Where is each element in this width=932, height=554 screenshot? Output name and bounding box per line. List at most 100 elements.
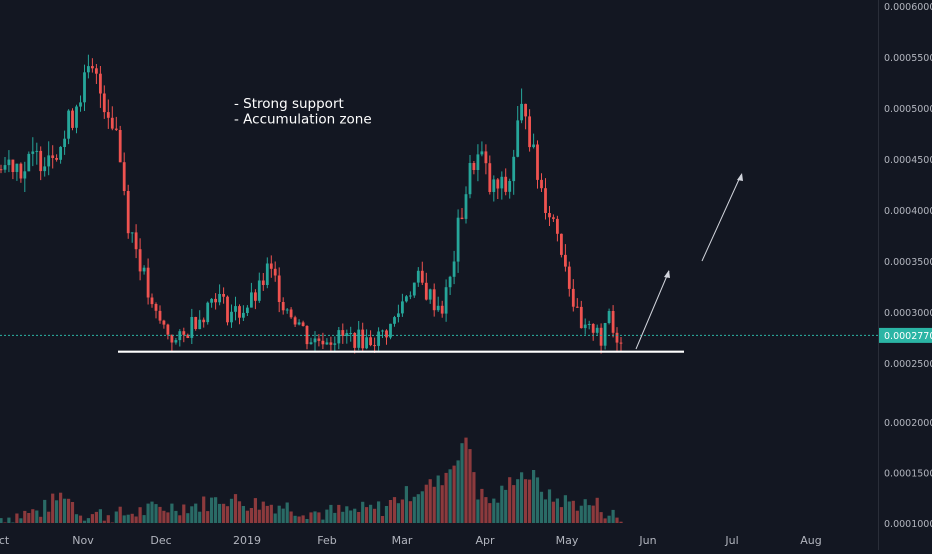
volume-bar xyxy=(539,491,544,523)
candle xyxy=(59,146,62,164)
volume-bar xyxy=(377,501,381,523)
x-tick-label: 2019 xyxy=(233,534,261,547)
volume-bar xyxy=(0,518,3,523)
candle xyxy=(353,332,357,354)
price-axis[interactable]: 0.0006000 0.0005500 0.0005000 0.0004500 0.00… xyxy=(884,2,932,530)
candle xyxy=(71,108,74,131)
volume-bar xyxy=(563,495,567,523)
candle xyxy=(261,273,265,291)
candle xyxy=(416,267,420,287)
candle xyxy=(47,141,51,176)
volume-bar xyxy=(412,496,416,523)
volume-bar xyxy=(47,511,51,523)
candle xyxy=(397,304,400,323)
volume-bar xyxy=(448,469,452,523)
candle xyxy=(170,334,174,352)
volume-bar xyxy=(229,498,234,523)
candle xyxy=(564,244,567,272)
volume-bar xyxy=(595,497,599,523)
x-tick-label: Nov xyxy=(72,534,94,547)
candle xyxy=(440,300,444,318)
volume-bar xyxy=(508,477,512,523)
candle xyxy=(0,164,3,174)
volume-bar xyxy=(591,505,595,523)
candle xyxy=(409,291,412,300)
volume-bar xyxy=(261,501,265,523)
volume-bar xyxy=(249,508,253,523)
volume-bar xyxy=(265,505,269,523)
candle xyxy=(257,272,261,303)
candle xyxy=(587,320,591,330)
volume-bar xyxy=(210,497,214,523)
volume-bar xyxy=(174,510,178,523)
candle xyxy=(273,261,277,282)
volume-bar xyxy=(547,489,552,523)
volume-bar xyxy=(337,504,341,523)
volume-bar xyxy=(524,479,528,523)
annotation-text[interactable]: - Strong support- Accumulation zone xyxy=(234,96,372,128)
volume-bar xyxy=(444,472,448,523)
candle xyxy=(202,317,206,328)
candle xyxy=(254,289,257,310)
volume-bar xyxy=(520,472,524,523)
volume-bar xyxy=(293,515,297,523)
volume-bar xyxy=(528,479,532,523)
volume-bar xyxy=(190,506,194,523)
volume-bar xyxy=(218,503,222,523)
x-tick-label: May xyxy=(556,534,579,547)
candle xyxy=(297,319,301,326)
volume-bar xyxy=(214,497,218,523)
candle xyxy=(389,323,392,340)
candle xyxy=(218,284,221,306)
candle xyxy=(341,323,345,344)
candle xyxy=(11,159,15,180)
volume-bar xyxy=(285,502,289,523)
candle xyxy=(110,106,114,131)
candle xyxy=(571,279,575,312)
candle xyxy=(182,327,186,343)
candle xyxy=(579,300,583,329)
volume-bar xyxy=(154,504,158,523)
volume-bar xyxy=(86,518,90,523)
candle xyxy=(345,329,349,344)
x-tick-label: Apr xyxy=(475,534,495,547)
volume-bar xyxy=(74,514,79,523)
volume-bar xyxy=(388,500,393,523)
candle xyxy=(15,163,19,181)
candle xyxy=(524,103,527,130)
volume-bar xyxy=(90,514,94,523)
candle xyxy=(102,85,106,119)
candle xyxy=(480,141,484,157)
candle xyxy=(488,155,492,195)
volume-bar xyxy=(150,501,154,523)
projection-arrows[interactable] xyxy=(635,173,743,350)
volume-bar xyxy=(384,506,389,523)
candle xyxy=(484,144,488,175)
volume-bar xyxy=(460,443,464,523)
candle xyxy=(532,133,535,149)
candle xyxy=(281,297,285,315)
candle xyxy=(492,175,496,202)
candle xyxy=(114,116,118,131)
volume-bar xyxy=(357,512,361,523)
annotation-line: - Accumulation zone xyxy=(234,112,372,128)
candle xyxy=(556,215,559,242)
candle xyxy=(420,261,424,285)
candle xyxy=(365,329,368,350)
arrow-line-2[interactable] xyxy=(701,174,742,262)
volume-bar xyxy=(289,511,293,523)
candle xyxy=(250,282,253,308)
time-axis[interactable]: ct Nov Dec 2019 Feb Mar Apr May Jun Jul Aug xyxy=(0,534,822,547)
candle xyxy=(39,146,43,181)
volume-bar xyxy=(615,517,619,523)
volume-bar xyxy=(186,513,190,523)
volume-bar xyxy=(408,501,412,523)
candle xyxy=(138,238,142,281)
candle xyxy=(142,265,146,275)
volume-bar xyxy=(535,477,540,523)
volume-bar xyxy=(432,486,436,523)
arrow-line-1[interactable] xyxy=(635,270,670,350)
candle xyxy=(289,307,293,319)
